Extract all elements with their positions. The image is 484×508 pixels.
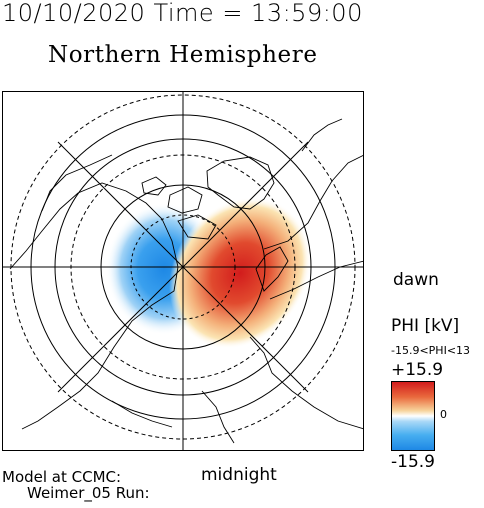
dawn-label: dawn — [393, 270, 439, 290]
legend-zero-label: 0 — [440, 408, 447, 421]
legend-max-label: +15.9 — [391, 360, 444, 380]
legend-title: PHI [kV] — [391, 316, 460, 336]
color-scale-bar — [391, 381, 435, 451]
model-credit: Model at CCMC: — [2, 468, 122, 486]
legend-min-label: -15.9 — [391, 452, 435, 472]
midnight-label: midnight — [201, 465, 277, 485]
header-time: 10/10/2020 Time = 13:59:00 — [2, 0, 363, 27]
legend-range: -15.9<PHI<13 — [391, 345, 471, 356]
map-title: Northern Hemisphere — [48, 42, 318, 68]
polar-map — [2, 91, 364, 451]
meridian-lines — [2, 91, 364, 451]
positive-potential-cell — [169, 197, 311, 349]
run-credit: Weimer_05 Run: — [27, 484, 150, 502]
